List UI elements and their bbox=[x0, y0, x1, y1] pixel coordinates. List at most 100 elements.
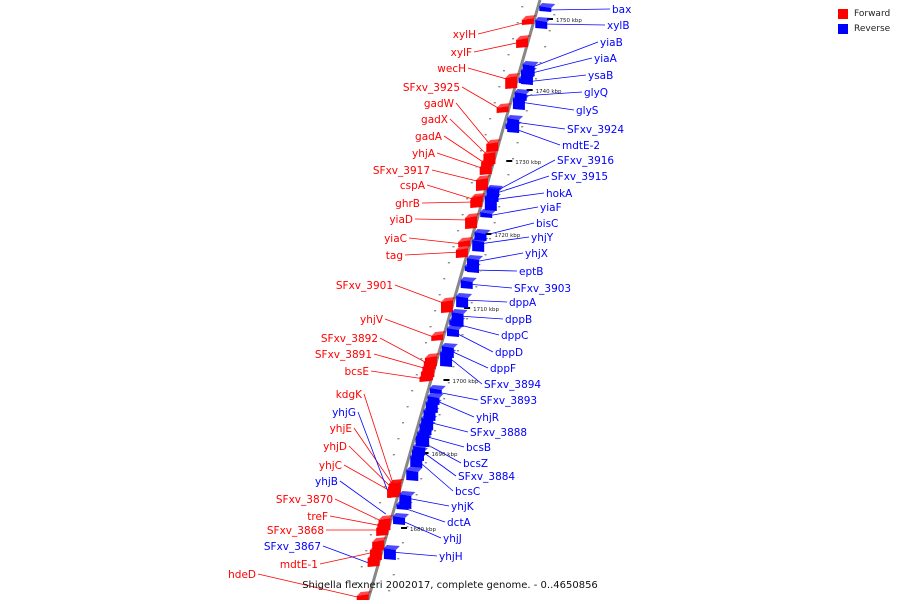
axis-dot bbox=[516, 22, 519, 24]
gene-block bbox=[367, 553, 383, 567]
gene-label-kdgk: kdgK bbox=[336, 389, 363, 401]
axis-dot bbox=[507, 174, 510, 176]
gene-block bbox=[406, 467, 423, 481]
gene-block-top bbox=[420, 367, 436, 372]
gene-block-top bbox=[425, 399, 442, 404]
axis-dot bbox=[374, 518, 377, 520]
gene-features bbox=[356, 3, 556, 601]
gene-label-sfxv-3915: SFxv_3915 bbox=[551, 171, 608, 183]
gene-tref-top bbox=[377, 519, 393, 524]
gene-hoka bbox=[484, 193, 501, 211]
gene-label-yhjh: yhjH bbox=[439, 551, 463, 563]
gene-xylf-top bbox=[516, 35, 532, 40]
gene-ghrb-shape bbox=[470, 198, 483, 208]
gene-sfxv-3917-top bbox=[475, 175, 491, 180]
gene-block-shape bbox=[415, 436, 428, 447]
gene-ghrb bbox=[470, 195, 486, 208]
gene-label-yiaf: yiaF bbox=[540, 202, 562, 214]
gene-sfxv-3924-top bbox=[507, 115, 524, 120]
leader-yhjb bbox=[339, 480, 387, 515]
kbp-tick-label: 1680 kbp bbox=[410, 527, 436, 533]
gene-yiac bbox=[458, 237, 474, 247]
axis-dot bbox=[434, 310, 437, 312]
axis-dot bbox=[470, 182, 473, 184]
gene-ghrb-top bbox=[470, 195, 486, 200]
gene-label-mdte-2: mdtE-2 bbox=[562, 140, 600, 152]
gene-sfxv-3868-top bbox=[376, 523, 392, 528]
gene-label-dppb: dppB bbox=[505, 314, 532, 326]
gene-dppc-top bbox=[449, 317, 466, 322]
gene-label-sfxv-3894: SFxv_3894 bbox=[484, 379, 541, 391]
gene-label-mdte-1: mdtE-1 bbox=[280, 559, 318, 571]
gene-tag-shape bbox=[455, 248, 468, 258]
axis-dot bbox=[489, 118, 492, 120]
leader-bcsc bbox=[417, 459, 454, 492]
gene-sfxv-3894 bbox=[440, 349, 457, 367]
gene-label-sfxv-3924: SFxv_3924 bbox=[567, 124, 624, 136]
axis-dot bbox=[530, 94, 533, 96]
gene-ysab-top bbox=[518, 75, 535, 80]
leader-yhje bbox=[353, 427, 395, 487]
gene-label-yiac: yiaC bbox=[384, 233, 407, 245]
axis-dot bbox=[402, 422, 405, 424]
gene-block-top bbox=[406, 467, 423, 472]
gene-hoka-shape bbox=[484, 196, 497, 211]
gene-block-top bbox=[415, 433, 432, 438]
legend: Forward Reverse bbox=[838, 9, 890, 34]
gene-sfxv-3894-top bbox=[440, 349, 457, 354]
gene-sfxv-3894-shape bbox=[440, 352, 453, 367]
leader-dppa bbox=[463, 299, 508, 303]
gene-xylb-top bbox=[535, 17, 552, 22]
leader-sfxv-3893 bbox=[436, 391, 479, 401]
gene-block-shape bbox=[367, 556, 380, 567]
gene-label-sfxv-3868: SFxv_3868 bbox=[267, 525, 324, 537]
gene-label-yhjg: yhjG bbox=[332, 407, 356, 419]
axis-dot bbox=[493, 222, 496, 224]
leader-dppb bbox=[458, 315, 504, 320]
gene-label-gadx: gadX bbox=[421, 114, 448, 126]
legend-forward: Forward bbox=[838, 9, 890, 19]
genome-axis bbox=[366, 0, 542, 601]
gene-block bbox=[423, 407, 440, 421]
axis-dot bbox=[466, 318, 469, 320]
gene-sfxv-3901-top bbox=[440, 297, 456, 302]
gene-yiac-top bbox=[458, 237, 474, 242]
gene-dppf-top bbox=[441, 343, 458, 348]
axis-dot bbox=[392, 574, 395, 576]
kbp-tick-mark bbox=[401, 527, 408, 529]
gene-block bbox=[411, 447, 428, 461]
gene-label-sfxv-3893: SFxv_3893 bbox=[480, 395, 537, 407]
gene-label-yhje: yhjE bbox=[330, 423, 352, 435]
axis-dot bbox=[429, 446, 432, 448]
leader-sfxv-3891 bbox=[373, 353, 428, 370]
gene-yhje-top bbox=[388, 479, 404, 484]
gene-block bbox=[419, 421, 436, 435]
gene-labels: xylH xylF wecH SFxv_3925 gadW gadX gadA yhjA SFx… bbox=[228, 4, 631, 581]
gene-bax bbox=[539, 3, 556, 12]
gene-yiac-shape bbox=[458, 240, 471, 247]
gene-hded bbox=[356, 591, 372, 601]
leader-xylb bbox=[542, 23, 606, 26]
axis-dot bbox=[498, 206, 501, 208]
gene-label-yhjc: yhjC bbox=[319, 460, 342, 472]
gene-block-shape bbox=[411, 450, 424, 461]
axis-dot bbox=[493, 102, 496, 104]
leader-sfxv-3888 bbox=[428, 421, 469, 433]
leader-yhjk bbox=[406, 497, 450, 507]
leader-mdte-1 bbox=[319, 551, 375, 565]
gene-yhja-shape bbox=[479, 165, 492, 175]
gene-yiad-top bbox=[465, 213, 481, 218]
leader-sfxv-3901 bbox=[394, 284, 447, 305]
gene-label-xylb: xylB bbox=[607, 20, 630, 32]
axis-dot bbox=[443, 398, 446, 400]
axis-dot bbox=[544, 46, 547, 48]
leader-sfxv-3925 bbox=[461, 86, 502, 111]
leader-yhjr bbox=[434, 399, 475, 418]
gene-yhjj-top bbox=[393, 513, 410, 518]
gene-label-sfxv-3917: SFxv_3917 bbox=[373, 165, 430, 177]
gene-block-top bbox=[372, 537, 388, 542]
gene-block-shape bbox=[406, 470, 419, 481]
leader-xylh bbox=[477, 21, 527, 35]
gene-label-eptb: eptB bbox=[519, 266, 543, 278]
gene-label-sfxv-3888: SFxv_3888 bbox=[470, 427, 527, 439]
